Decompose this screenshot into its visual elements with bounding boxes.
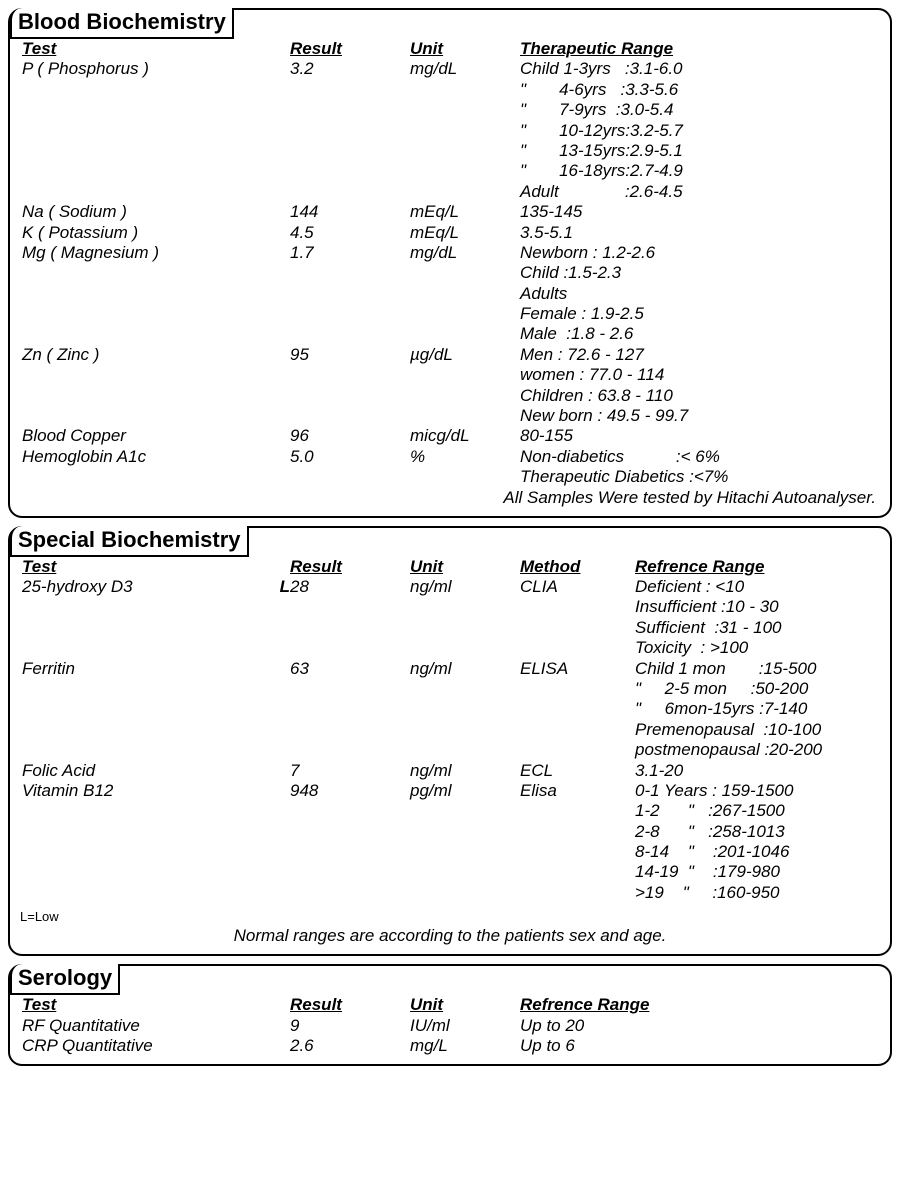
cell-range: 3.5-5.1	[520, 223, 880, 243]
cell-test: Zn ( Zinc )	[20, 345, 272, 365]
col-header-test: Test	[20, 995, 272, 1015]
data-row: Blood Copper 96micg/dL80-155	[20, 426, 880, 446]
data-row: Hemoglobin A1c 5.0%Non-diabetics :< 6% Th…	[20, 447, 880, 488]
col-header-unit: Unit	[410, 39, 520, 59]
cell-test: CRP Quantitative	[20, 1036, 272, 1056]
cell-result: 3.2	[290, 59, 410, 79]
data-row: Ferritin 63ng/mlELISAChild 1 mon :15-500 …	[20, 659, 880, 761]
cell-test: Hemoglobin A1c	[20, 447, 272, 467]
data-row: RF Quantitative 9IU/mlUp to 20	[20, 1016, 880, 1036]
col-header-range: Refrence Range	[520, 995, 880, 1015]
cell-test: Ferritin	[20, 659, 272, 679]
cell-test: RF Quantitative	[20, 1016, 272, 1036]
panel-legend: L=Low	[20, 909, 880, 924]
cell-unit: mEq/L	[410, 223, 520, 243]
cell-result: 5.0	[290, 447, 410, 467]
panel-title: Blood Biochemistry	[10, 8, 234, 39]
panel-title: Special Biochemistry	[10, 526, 249, 557]
cell-unit: mg/dL	[410, 59, 520, 79]
panel-2: SerologyTestResultUnitRefrence RangeRF Q…	[8, 964, 892, 1066]
cell-range: Up to 6	[520, 1036, 880, 1056]
cell-result: 28	[290, 577, 410, 597]
col-header-range: Therapeutic Range	[520, 39, 880, 59]
cell-test: Mg ( Magnesium )	[20, 243, 272, 263]
cell-result: 144	[290, 202, 410, 222]
cell-unit: micg/dL	[410, 426, 520, 446]
cell-range: Up to 20	[520, 1016, 880, 1036]
col-header-result: Result	[290, 39, 410, 59]
data-row: CRP Quantitative 2.6mg/LUp to 6	[20, 1036, 880, 1056]
cell-unit: ng/ml	[410, 577, 520, 597]
cell-range: 3.1-20	[635, 761, 880, 781]
cell-unit: µg/dL	[410, 345, 520, 365]
lab-report: Blood BiochemistryTestResultUnitTherapeu…	[8, 8, 892, 1066]
cell-range: Newborn : 1.2-2.6 Child :1.5-2.3 Adults …	[520, 243, 880, 345]
col-header-test: Test	[20, 39, 272, 59]
cell-result: 1.7	[290, 243, 410, 263]
cell-result: 948	[290, 781, 410, 801]
cell-unit: ng/ml	[410, 761, 520, 781]
cell-unit: mg/dL	[410, 243, 520, 263]
cell-unit: ng/ml	[410, 659, 520, 679]
col-header-range: Refrence Range	[635, 557, 880, 577]
cell-test: Na ( Sodium )	[20, 202, 272, 222]
cell-test: 25-hydroxy D3	[20, 577, 272, 597]
col-header-unit: Unit	[410, 995, 520, 1015]
col-header-unit: Unit	[410, 557, 520, 577]
cell-result: 4.5	[290, 223, 410, 243]
cell-result: 7	[290, 761, 410, 781]
panel-footer: All Samples Were tested by Hitachi Autoa…	[20, 488, 880, 508]
cell-unit: mg/L	[410, 1036, 520, 1056]
data-row: P ( Phosphorus ) 3.2mg/dLChild 1-3yrs :3.…	[20, 59, 880, 202]
cell-test: Folic Acid	[20, 761, 272, 781]
cell-range: 135-145	[520, 202, 880, 222]
cell-test: Blood Copper	[20, 426, 272, 446]
header-row: Test ResultUnitMethodRefrence Range	[20, 557, 880, 577]
panel-center-note: Normal ranges are according to the patie…	[20, 926, 880, 946]
cell-unit: %	[410, 447, 520, 467]
panel-0: Blood BiochemistryTest ResultUnitTherapeu…	[8, 8, 892, 518]
header-row: Test ResultUnitTherapeutic Range	[20, 39, 880, 59]
cell-result: 96	[290, 426, 410, 446]
data-row: Folic Acid 7ng/mlECL3.1-20	[20, 761, 880, 781]
cell-range: Child 1-3yrs :3.1-6.0 " 4-6yrs :3.3-5.6 …	[520, 59, 880, 202]
cell-range: Men : 72.6 - 127 women : 77.0 - 114 Chil…	[520, 345, 880, 427]
cell-result: 2.6	[290, 1036, 410, 1056]
cell-test: K ( Potassium )	[20, 223, 272, 243]
data-row: Zn ( Zinc ) 95µg/dLMen : 72.6 - 127 women…	[20, 345, 880, 427]
col-header-result: Result	[290, 995, 410, 1015]
cell-range: 0-1 Years : 159-1500 1-2 " :267-1500 2-8…	[635, 781, 880, 903]
data-row: K ( Potassium ) 4.5mEq/L3.5-5.1	[20, 223, 880, 243]
cell-test: Vitamin B12	[20, 781, 272, 801]
panel-title: Serology	[10, 964, 120, 995]
cell-unit: pg/ml	[410, 781, 520, 801]
cell-result: 95	[290, 345, 410, 365]
cell-range: Non-diabetics :< 6% Therapeutic Diabetic…	[520, 447, 880, 488]
cell-method: Elisa	[520, 781, 635, 801]
cell-result: 9	[290, 1016, 410, 1036]
data-row: Vitamin B12 948pg/mlElisa0-1 Years : 159-…	[20, 781, 880, 903]
cell-method: CLIA	[520, 577, 635, 597]
cell-result: 63	[290, 659, 410, 679]
col-header-method: Method	[520, 557, 635, 577]
cell-range: Deficient : <10 Insufficient :10 - 30 Su…	[635, 577, 880, 659]
panel-1: Special BiochemistryTest ResultUnitMethod…	[8, 526, 892, 957]
header-row: Test ResultUnitRefrence Range	[20, 995, 880, 1015]
col-header-result: Result	[290, 557, 410, 577]
cell-flag: L	[272, 577, 290, 597]
cell-method: ELISA	[520, 659, 635, 679]
cell-unit: mEq/L	[410, 202, 520, 222]
data-row: Mg ( Magnesium ) 1.7mg/dLNewborn : 1.2-2.…	[20, 243, 880, 345]
cell-method: ECL	[520, 761, 635, 781]
cell-range: 80-155	[520, 426, 880, 446]
cell-test: P ( Phosphorus )	[20, 59, 272, 79]
data-row: Na ( Sodium ) 144mEq/L135-145	[20, 202, 880, 222]
cell-unit: IU/ml	[410, 1016, 520, 1036]
col-header-test: Test	[20, 557, 272, 577]
cell-range: Child 1 mon :15-500 " 2-5 mon :50-200 " …	[635, 659, 880, 761]
data-row: 25-hydroxy D3L28ng/mlCLIADeficient : <10…	[20, 577, 880, 659]
